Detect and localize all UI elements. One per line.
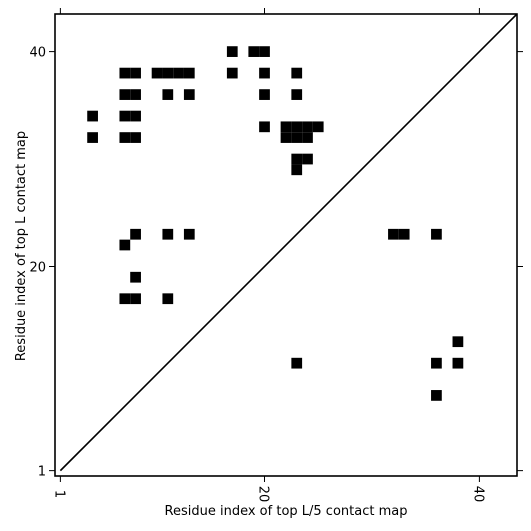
contact-cell [87,110,98,122]
x-tick-label: 40 [470,486,485,503]
contact-cell [259,89,270,100]
contact-cell [130,132,141,143]
plot-frame [54,13,518,477]
contact-cell [151,67,163,79]
contact-cell [119,132,131,143]
contact-cell [183,228,195,240]
contact-cell [291,357,303,369]
contact-cell [130,110,141,122]
contact-cell [302,132,313,143]
contact-cell [291,164,303,176]
contact-cell [119,239,131,251]
contact-cell [291,121,303,133]
contact-cell [291,132,303,143]
y-tick-label: 40 [29,46,46,61]
y-tick-label: 1 [38,465,46,480]
contact-cell [431,357,442,369]
contact-cell [119,110,131,122]
contact-cell [291,67,303,79]
contact-cell [431,390,442,401]
y-axis-label: Residue index of top L contact map [14,131,29,361]
contact-cell [183,67,195,79]
contact-cell [398,228,410,240]
contact-cell [130,67,141,79]
contact-cell [431,228,442,240]
contact-cell [87,132,98,143]
contact-cell [130,228,141,240]
contact-cell [259,121,270,133]
contact-cell [388,228,399,240]
contact-cell [130,271,141,283]
contact-cell [280,121,292,133]
contact-cell [162,89,174,100]
contact-cell [259,67,270,79]
contact-cell [226,46,238,57]
axis-ticks: 1 20 40 1 20 40 [29,8,523,502]
contact-cell [312,121,324,133]
contact-cell [291,89,303,100]
contact-cell [173,67,184,79]
contact-cell [280,132,292,143]
contact-cell [130,293,141,305]
diagonal-line [59,13,518,472]
contact-cell [302,121,313,133]
contact-cells [87,46,464,401]
x-tick-label: 20 [256,486,271,503]
contact-cell [119,67,131,79]
contact-cell [162,228,174,240]
contact-cell [162,293,174,305]
contact-cell [302,153,313,165]
contact-cell [162,67,174,79]
contact-cell [119,89,131,100]
y-tick-label: 20 [29,260,46,275]
contact-cell [130,89,141,100]
contact-cell [291,153,303,165]
contact-cell [226,67,238,79]
contact-cell [452,357,464,369]
x-axis-label: Residue index of top L/5 contact map [165,504,408,519]
contact-cell [259,46,270,57]
contact-cell [119,293,131,305]
contact-cell [183,89,195,100]
contact-cell [452,336,464,348]
contact-cell [248,46,260,57]
x-tick-label: 1 [51,490,66,498]
